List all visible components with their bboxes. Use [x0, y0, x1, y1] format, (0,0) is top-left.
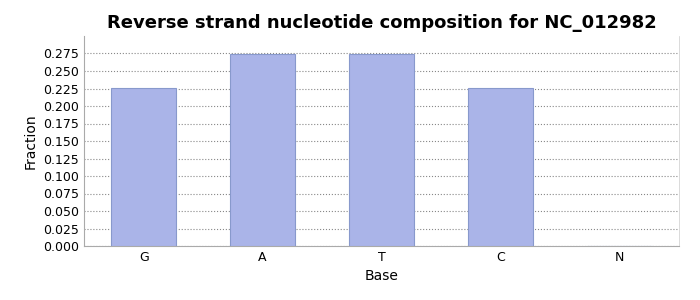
- Title: Reverse strand nucleotide composition for NC_012982: Reverse strand nucleotide composition fo…: [106, 14, 657, 32]
- Bar: [230, 54, 295, 246]
- Bar: [111, 88, 176, 246]
- X-axis label: Base: Base: [365, 269, 398, 284]
- Bar: [349, 54, 414, 246]
- Bar: [468, 88, 533, 246]
- Y-axis label: Fraction: Fraction: [24, 113, 38, 169]
